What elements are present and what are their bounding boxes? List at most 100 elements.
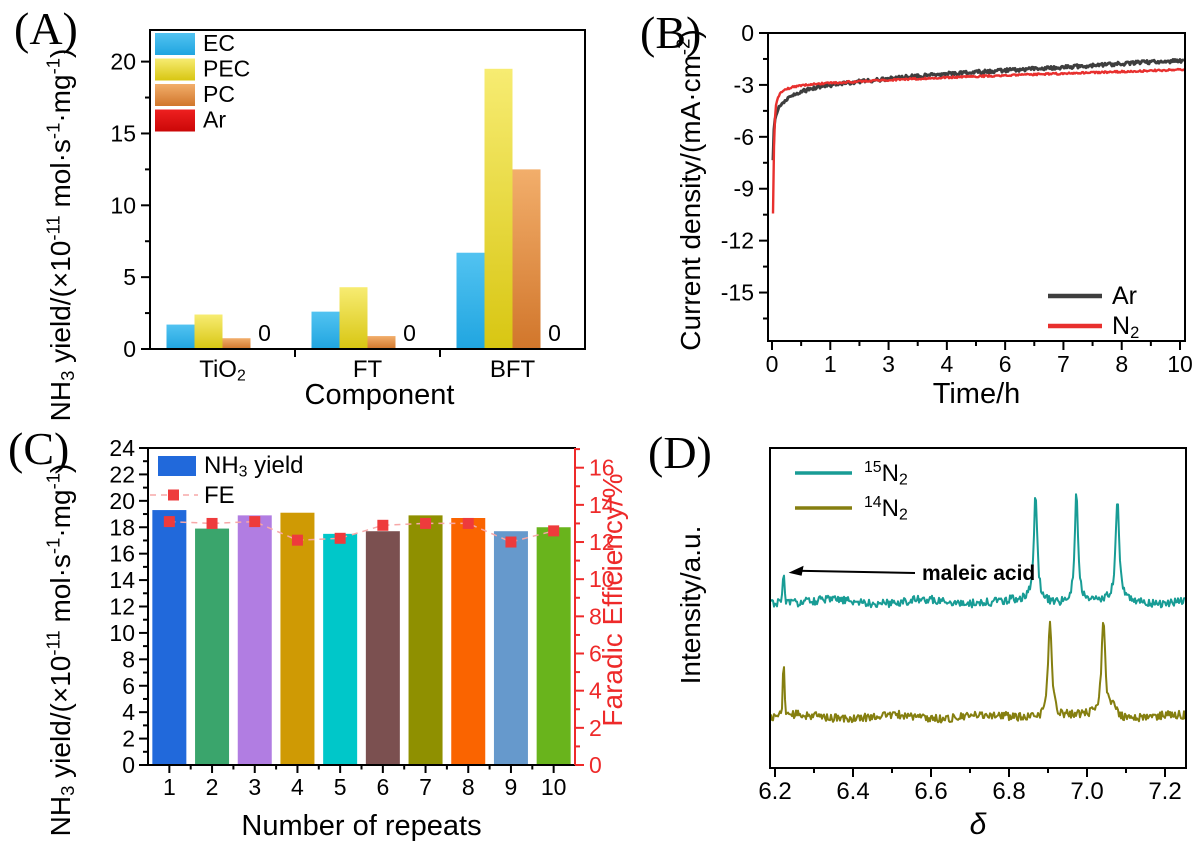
fe-marker [291,534,303,546]
x-tick-label: 4 [940,351,953,377]
bar-PEC [339,287,368,349]
bar-repeat-6 [365,531,400,765]
x-tick-label: 7.0 [1070,778,1103,805]
fe-marker [163,516,175,528]
x-axis-title: δ [970,808,987,841]
x-tick-label: 6.8 [992,778,1025,805]
yr-tick-label: 12 [589,529,615,555]
bar-EC [311,311,340,349]
y-tick-label: 0 [741,20,754,46]
bar-EC [456,252,485,349]
x-tick-label: 7.2 [1148,778,1181,805]
legend-label: Ar [1112,282,1137,310]
x-tick-label: 3 [248,774,261,800]
bar-repeat-3 [237,515,272,765]
x-tick-label: 8 [462,774,475,800]
plot-border [767,32,1186,342]
legend-label-nh3: NH3 yield [204,452,304,481]
curve-Ar [771,58,1185,161]
zero-value-label: 0 [548,320,561,346]
x-tick-label: 10 [541,774,567,800]
bar-PC [512,169,541,349]
bar-repeat-10 [536,527,571,765]
y-axis-title-right: Faradic Efficiency/% [597,473,628,726]
panel-d-label: (D) [648,427,712,478]
y-tick-label: 20 [110,49,136,75]
yl-tick-label: 10 [109,620,135,646]
y-tick-label: -6 [734,124,754,150]
fe-marker [548,525,560,537]
legend-label: Ar [203,107,226,133]
x-tick-label: 6.6 [914,778,947,805]
yl-tick-label: 14 [109,567,135,593]
fe-marker [505,536,517,548]
x-tick-label: 6.4 [836,778,869,805]
x-tick-label: 2 [206,774,219,800]
yl-tick-label: 20 [109,488,135,514]
panel-b-label: (B) [640,7,702,58]
yl-tick-label: 18 [109,514,135,540]
yr-tick-label: 6 [589,641,602,667]
yr-tick-label: 8 [589,603,602,629]
fe-marker [249,516,261,528]
panel-a-label: (A) [14,3,78,54]
yr-tick-label: 16 [589,455,615,481]
fe-marker [377,519,389,531]
x-tick-label: 9 [505,774,518,800]
x-tick-label: BFT [490,356,536,383]
y-tick-label: 10 [110,192,136,218]
legend-label: 14N2 [864,494,908,524]
panel-d: 6.2 6.4 6.6 6.8 7.0 7.2 15N2 14N2 maleic acid δ In… [675,447,1187,841]
y-tick-label: -15 [721,280,754,306]
y-tick-label: 15 [110,120,136,146]
yr-tick-label: 14 [589,492,615,518]
x-tick-label: FT [353,356,383,383]
annotation-arrowhead [788,565,804,576]
yl-tick-label: 22 [109,461,135,487]
x-tick-label: 0 [766,351,779,377]
x-tick-label: 6 [376,774,389,800]
x-tick-label: 6.2 [758,778,791,805]
yl-tick-label: 0 [122,752,135,778]
yl-tick-label: 24 [109,435,135,461]
bar-repeat-5 [323,533,358,765]
x-tick-label: 5 [334,774,347,800]
y-tick-label: -3 [734,72,754,98]
y-tick-label: -9 [734,176,754,202]
yr-tick-label: 10 [589,566,615,592]
trace-14N2 [770,620,1186,724]
bar-PEC [194,314,223,349]
legend-label-fe: FE [204,482,235,509]
fe-marker [420,517,432,529]
bar-EC [166,324,195,349]
y-axis-title-left: NH3 yield/(×10-11 mol·s-1·mg-1) [42,464,78,837]
bar-repeat-9 [493,531,528,765]
bar-PC [367,336,396,349]
y-tick-label: 0 [123,336,136,362]
x-tick-label: 3 [882,351,895,377]
annotation-arrow-line [797,569,916,574]
plot-border [149,29,586,350]
x-axis-title: Number of repeats [241,810,481,842]
legend-swatch-PEC [155,58,195,81]
y-tick-label: 5 [123,264,136,290]
legend-label: PEC [203,56,250,82]
yr-tick-label: 0 [589,752,602,778]
x-tick-label: 7 [419,774,432,800]
legend-fe-marker [168,489,179,501]
x-tick-label: TiO2 [199,356,246,385]
legend-swatch-nh3 [158,456,196,476]
yl-tick-label: 8 [122,646,135,672]
zero-value-label: 0 [403,320,416,346]
fe-marker [206,517,218,529]
x-axis-title: Time/h [933,378,1021,410]
x-tick-label: 4 [291,774,304,800]
yl-tick-label: 2 [122,726,135,752]
x-tick-label: 8 [1115,351,1128,377]
fe-marker [462,517,474,529]
x-tick-label: 7 [1057,351,1070,377]
legend-label: N2 [1112,312,1139,342]
